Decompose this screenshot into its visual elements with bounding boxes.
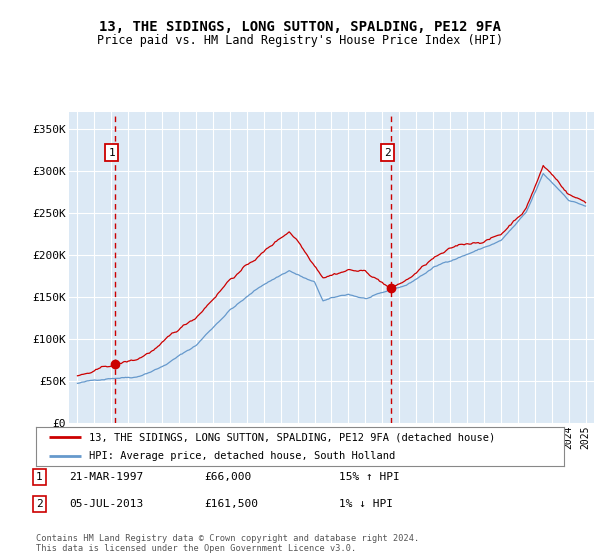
Text: 13, THE SIDINGS, LONG SUTTON, SPALDING, PE12 9FA (detached house): 13, THE SIDINGS, LONG SUTTON, SPALDING, … [89,432,495,442]
Text: £66,000: £66,000 [204,472,251,482]
Text: 15% ↑ HPI: 15% ↑ HPI [339,472,400,482]
Text: Contains HM Land Registry data © Crown copyright and database right 2024.
This d: Contains HM Land Registry data © Crown c… [36,534,419,553]
Text: 21-MAR-1997: 21-MAR-1997 [69,472,143,482]
Text: £161,500: £161,500 [204,499,258,509]
Text: 05-JUL-2013: 05-JUL-2013 [69,499,143,509]
Text: 1: 1 [108,148,115,158]
Text: 1% ↓ HPI: 1% ↓ HPI [339,499,393,509]
Text: Price paid vs. HM Land Registry's House Price Index (HPI): Price paid vs. HM Land Registry's House … [97,34,503,46]
Text: 1: 1 [36,472,43,482]
Text: 2: 2 [384,148,391,158]
Text: 2: 2 [36,499,43,509]
Text: HPI: Average price, detached house, South Holland: HPI: Average price, detached house, Sout… [89,451,395,461]
Text: 13, THE SIDINGS, LONG SUTTON, SPALDING, PE12 9FA: 13, THE SIDINGS, LONG SUTTON, SPALDING, … [99,20,501,34]
